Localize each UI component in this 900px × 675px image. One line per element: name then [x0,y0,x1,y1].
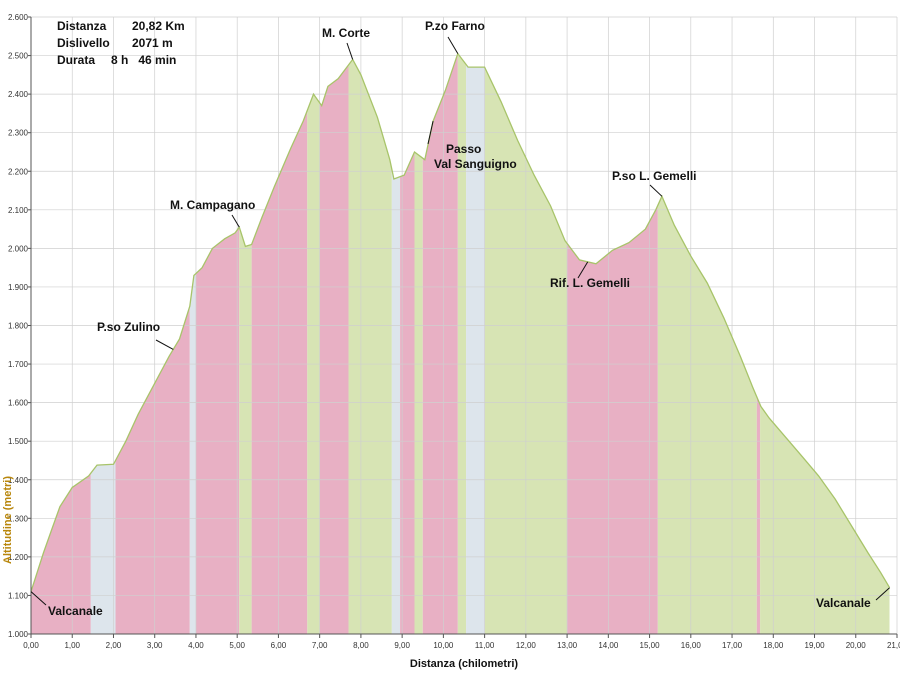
x-tick-label-8: 8,00 [353,641,369,650]
summary-climb-value: 2071 m [132,36,173,50]
summary-box: Distanza 20,82 Km Dislivello 2071 m Dura… [57,19,185,67]
annotation-leader-3 [346,42,354,60]
y-tick-label-1: 1.100 [8,591,29,600]
y-tick-label-10: 2.000 [8,244,29,253]
x-tick-label-6: 6,00 [271,641,287,650]
summary-distance-label: Distanza [57,19,107,33]
annotation-label-2-0: M. Campagano [170,198,255,212]
annotation-leader-4 [447,36,459,54]
annotation-label-1-0: P.so Zulino [97,320,160,334]
x-tick-label-9: 9,00 [394,641,410,650]
annotation-leader-0 [30,591,47,606]
y-tick-label-6: 1.600 [8,399,29,408]
y-tick-label-5: 1.500 [8,437,29,446]
x-tick-label-5: 5,00 [229,641,245,650]
summary-duration-label: Durata [57,53,95,67]
x-tick-label-20: 20,00 [846,641,867,650]
annotation-leader-8 [875,587,890,601]
annotation-leader-6 [577,261,589,279]
x-tick-label-7: 7,00 [312,641,328,650]
x-tick-label-13: 13,00 [557,641,578,650]
annotation-label-0-0: Valcanale [48,604,103,618]
annotation-label-5-1: Val Sanguigno [434,157,517,171]
annotation-leader-2 [231,214,240,228]
summary-distance-value: 20,82 Km [132,19,185,33]
waypoint-annotations: Valcanale P.so Zulino M. Campagano M. Corte… [30,19,890,618]
annotation-leader-7 [649,184,663,197]
x-tick-labels: 0,00 1,00 2,00 3,00 4,00 5,00 6,00 7,00 8,00 9,00… [23,634,900,650]
y-tick-label-4: 1.400 [8,476,29,485]
x-tick-label-17: 17,00 [722,641,743,650]
y-tick-label-15: 2.500 [8,52,29,61]
y-axis-title: Altitudine (metri) [2,476,14,564]
x-axis-title: Distanza (chilometri) [410,658,519,670]
x-tick-label-19: 19,00 [805,641,826,650]
y-tick-label-2: 1.200 [8,553,29,562]
annotation-label-6-0: Rif. L. Gemelli [550,276,630,290]
x-tick-label-4: 4,00 [188,641,204,650]
annotation-label-3-0: M. Corte [322,26,370,40]
y-tick-label-0: 1.000 [8,630,29,639]
annotation-label-8-0: Valcanale [816,596,871,610]
annotation-label-4-0: P.zo Farno [425,19,485,33]
y-tick-label-16: 2.600 [8,13,29,22]
x-tick-label-14: 14,00 [598,641,619,650]
profile-line-group [30,52,891,592]
x-tick-label-18: 18,00 [763,641,784,650]
annotation-label-7-0: P.so L. Gemelli [612,169,696,183]
annotation-leader-1 [155,339,174,350]
x-tick-label-15: 15,00 [640,641,661,650]
y-tick-label-7: 1.700 [8,360,29,369]
y-tick-labels: 1.000 1.100 1.200 1.300 1.400 1.500 1.600 1.700… [8,13,31,639]
x-tick-label-0: 0,00 [23,641,39,650]
grid-lines [30,16,898,635]
x-tick-label-3: 3,00 [147,641,163,650]
x-tick-label-10: 10,00 [433,641,454,650]
summary-climb-label: Dislivello [57,36,110,50]
annotation-label-5-0: Passo [446,142,481,156]
y-tick-label-8: 1.800 [8,322,29,331]
y-tick-label-11: 2.100 [8,206,29,215]
annotation-leader-5 [427,121,434,145]
x-tick-label-16: 16,00 [681,641,702,650]
y-tick-label-9: 1.900 [8,283,29,292]
x-tick-label-2: 2,00 [106,641,122,650]
x-tick-label-12: 12,00 [516,641,537,650]
elevation-profile-line [30,52,891,592]
y-tick-label-12: 2.200 [8,167,29,176]
y-tick-label-14: 2.400 [8,90,29,99]
y-tick-label-13: 2.300 [8,129,29,138]
x-tick-label-11: 11,00 [475,641,495,650]
x-tick-label-1: 1,00 [64,641,80,650]
summary-duration-value: 8 h 46 min [111,53,176,67]
y-tick-label-3: 1.300 [8,514,29,523]
x-tick-label-21: 21,00 [887,641,900,650]
